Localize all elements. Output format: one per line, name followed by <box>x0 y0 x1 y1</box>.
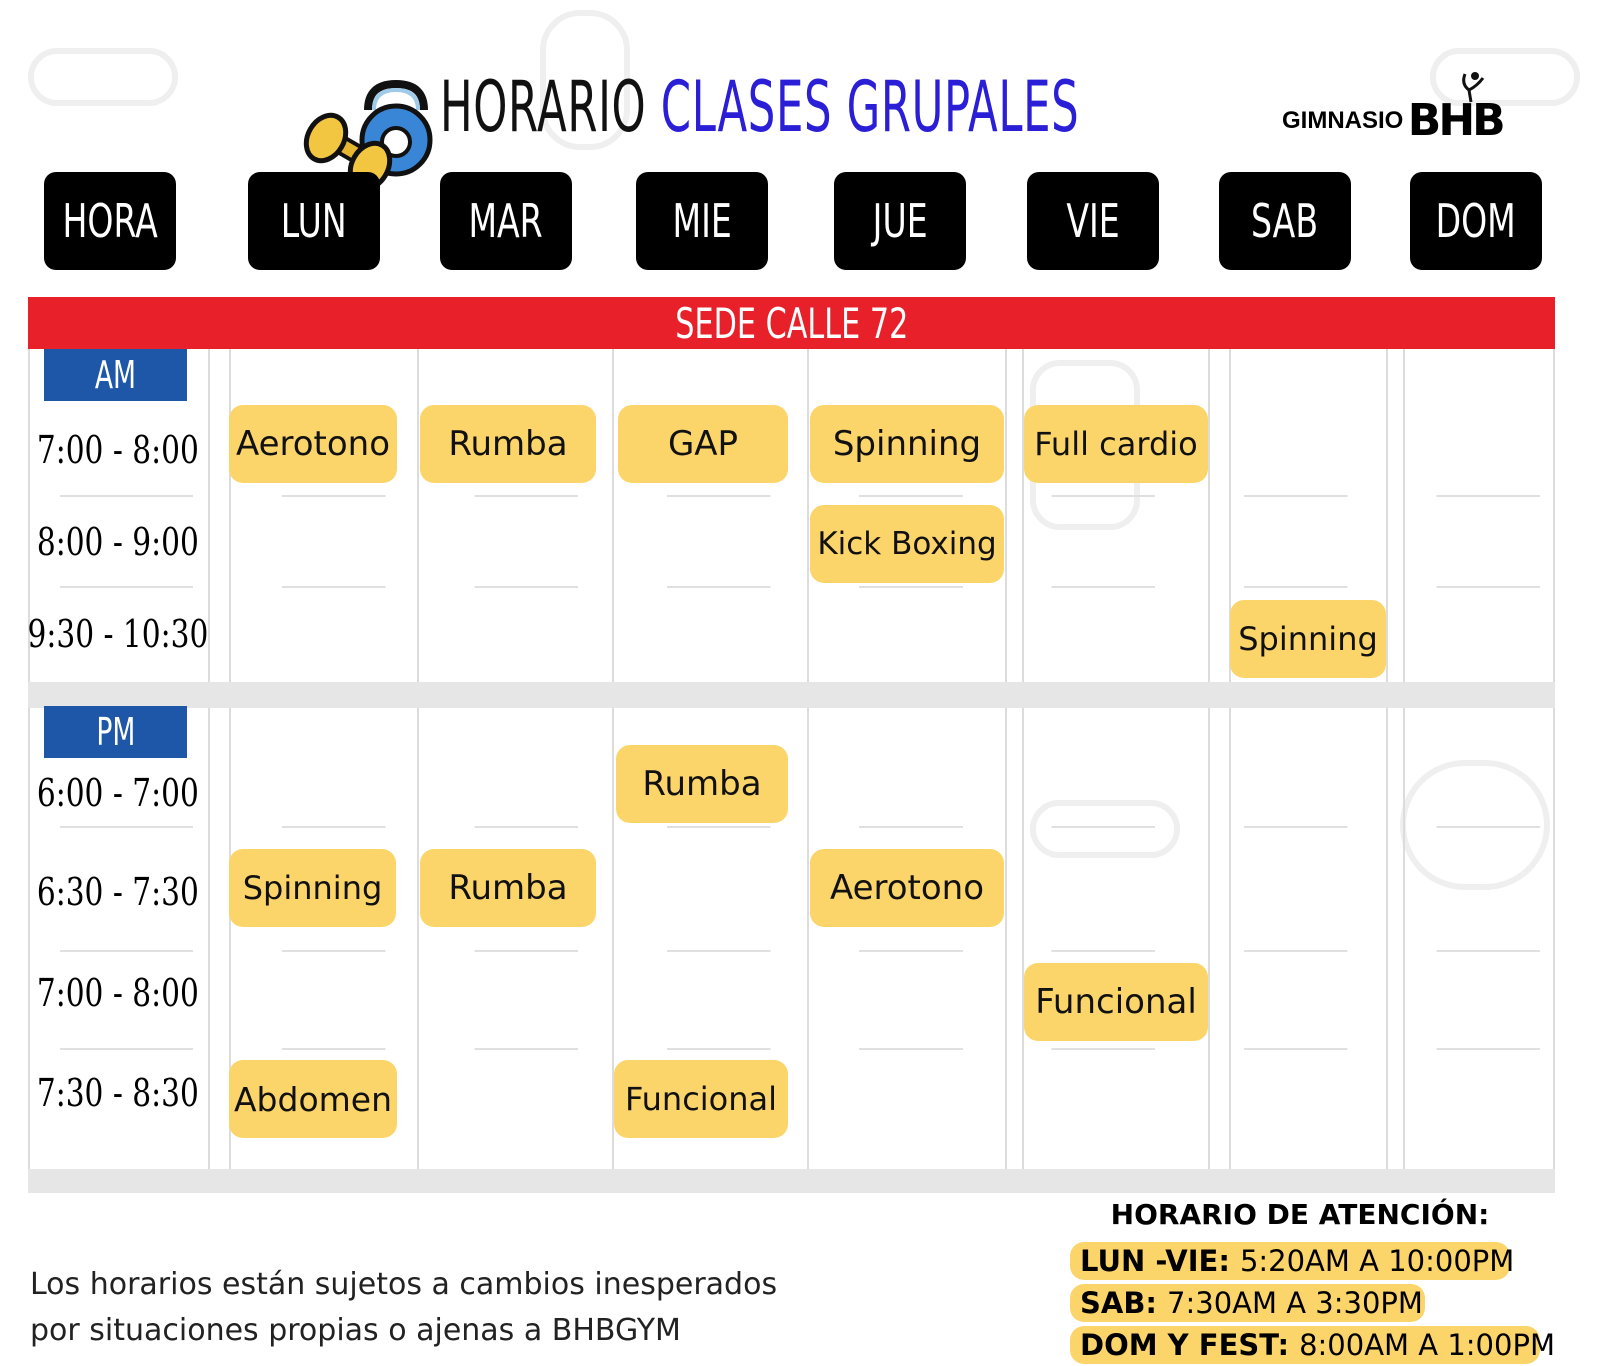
time-label: 7:00 - 8:00 <box>37 971 199 1015</box>
pm-label: PM <box>95 710 135 754</box>
dumbbell-watermark-icon <box>28 48 178 106</box>
grid-divider <box>612 349 614 1169</box>
class-pm-1-mar: Rumba <box>420 849 596 927</box>
time-slot-pm-1: 6:30 - 7:30 <box>28 867 208 917</box>
logo-bhb-text: BHB <box>1407 95 1506 146</box>
location-label: SEDE CALLE 72 <box>674 298 909 348</box>
title-part-2: CLASES GRUPALES <box>660 66 1080 148</box>
grid-divider <box>1005 349 1007 1169</box>
grid-divider <box>1229 349 1231 1169</box>
class-pm-3-mie: Funcional <box>614 1060 788 1138</box>
time-slot-pm-3: 7:30 - 8:30 <box>28 1068 208 1118</box>
grid-divider <box>1208 349 1210 1169</box>
time-label: 6:30 - 7:30 <box>37 870 199 914</box>
row-divider <box>60 1048 1540 1050</box>
day-header-hora: HORA <box>44 172 176 270</box>
day-header-mar: MAR <box>440 172 572 270</box>
grid-bottom-bar <box>28 1169 1555 1193</box>
disclaimer-line-1: Los horarios están sujetos a cambios ine… <box>30 1267 778 1302</box>
location-bar: SEDE CALLE 72 <box>28 297 1555 349</box>
disclaimer-line-2: por situaciones propias o ajenas a BHBGY… <box>30 1313 681 1348</box>
day-label: MIE <box>672 194 732 248</box>
grid-divider <box>28 349 30 1169</box>
time-label: 7:00 - 8:00 <box>37 428 199 472</box>
day-label: MAR <box>468 194 544 248</box>
time-label: 6:00 - 7:00 <box>37 771 199 815</box>
time-label: 9:30 - 10:30 <box>27 612 209 656</box>
class-pm-0-mie: Rumba <box>616 745 788 823</box>
kettlebell-dumbbell-icon <box>303 80 433 192</box>
bottle-watermark-icon <box>540 10 630 150</box>
hours-label: DOM Y FEST: <box>1080 1328 1290 1362</box>
grid-divider <box>807 349 809 1169</box>
class-am-2-sab: Spinning <box>1230 600 1386 678</box>
time-label: 7:30 - 8:30 <box>37 1071 199 1115</box>
gym-logo: GIMNASIO BHB <box>1282 95 1506 146</box>
row-divider <box>60 826 1540 828</box>
day-header-dom: DOM <box>1410 172 1542 270</box>
schedule-disclaimer: Los horarios están sujetos a cambios ine… <box>30 1262 930 1354</box>
class-am-1-jue: Kick Boxing <box>810 505 1004 583</box>
class-am-0-mie: GAP <box>618 405 788 483</box>
class-am-0-vie: Full cardio <box>1024 405 1208 483</box>
class-pm-2-vie: Funcional <box>1024 963 1208 1041</box>
class-am-0-jue: Spinning <box>810 405 1004 483</box>
time-slot-am-1: 8:00 - 9:00 <box>28 517 208 567</box>
day-header-jue: JUE <box>834 172 966 270</box>
grid-divider <box>229 349 231 1169</box>
hours-label: SAB: <box>1080 1286 1158 1320</box>
grid-divider <box>1403 349 1405 1169</box>
day-header-sab: SAB <box>1219 172 1351 270</box>
class-am-0-mar: Rumba <box>420 405 596 483</box>
opening-hours-weekdays: LUN -VIE: 5:20AM A 10:00PM <box>1070 1242 1514 1280</box>
title-part-1: HORARIO <box>440 66 647 148</box>
opening-hours-sunday: DOM Y FEST: 8:00AM A 1:00PM <box>1070 1326 1555 1364</box>
logo-gimnasio-text: GIMNASIO <box>1282 107 1404 134</box>
hours-value: 7:30AM A 3:30PM <box>1167 1286 1423 1320</box>
time-slot-am-2: 9:30 - 10:30 <box>27 609 209 659</box>
grid-divider <box>417 349 419 1169</box>
day-header-lun: LUN <box>248 172 380 270</box>
hours-value: 5:20AM A 10:00PM <box>1239 1244 1515 1278</box>
day-header-mie: MIE <box>636 172 768 270</box>
day-label: JUE <box>872 194 928 248</box>
day-label: SAB <box>1251 194 1319 248</box>
am-pm-separator <box>28 682 1555 708</box>
day-label: VIE <box>1066 194 1120 248</box>
pm-badge: PM <box>44 706 187 758</box>
grid-divider <box>208 349 210 1169</box>
opening-hours-title: HORARIO DE ATENCIÓN: <box>1110 1198 1490 1231</box>
grid-divider <box>1553 349 1555 1169</box>
hours-value: 8:00AM A 1:00PM <box>1299 1328 1555 1362</box>
time-slot-am-0: 7:00 - 8:00 <box>28 425 208 475</box>
am-badge: AM <box>44 349 187 401</box>
time-slot-pm-2: 7:00 - 8:00 <box>28 968 208 1018</box>
row-divider <box>60 586 1540 588</box>
time-label: 8:00 - 9:00 <box>37 520 199 564</box>
day-header-vie: VIE <box>1027 172 1159 270</box>
page-title: HORARIO CLASES GRUPALES <box>440 62 1079 152</box>
dumbbell-watermark-icon <box>1030 800 1180 858</box>
muscle-watermark-icon <box>1400 760 1550 890</box>
opening-hours-saturday: SAB: 7:30AM A 3:30PM <box>1070 1284 1425 1322</box>
class-pm-3-lun: Abdomen <box>229 1060 397 1138</box>
class-am-0-lun: Aerotono <box>229 405 397 483</box>
time-slot-pm-0: 6:00 - 7:00 <box>28 768 208 818</box>
hours-label: LUN -VIE: <box>1080 1244 1230 1278</box>
row-divider <box>60 495 1540 497</box>
am-label: AM <box>94 353 137 397</box>
day-label: DOM <box>1435 194 1517 248</box>
day-label: HORA <box>62 194 158 248</box>
day-label: LUN <box>281 194 347 248</box>
dumbbell-watermark-icon <box>1430 48 1580 106</box>
row-divider <box>60 950 1540 952</box>
grid-divider <box>1386 349 1388 1169</box>
athlete-logo-icon <box>1462 72 1485 103</box>
class-pm-1-jue: Aerotono <box>810 849 1004 927</box>
class-pm-1-lun: Spinning <box>229 849 396 927</box>
grid-divider <box>1022 349 1024 1169</box>
